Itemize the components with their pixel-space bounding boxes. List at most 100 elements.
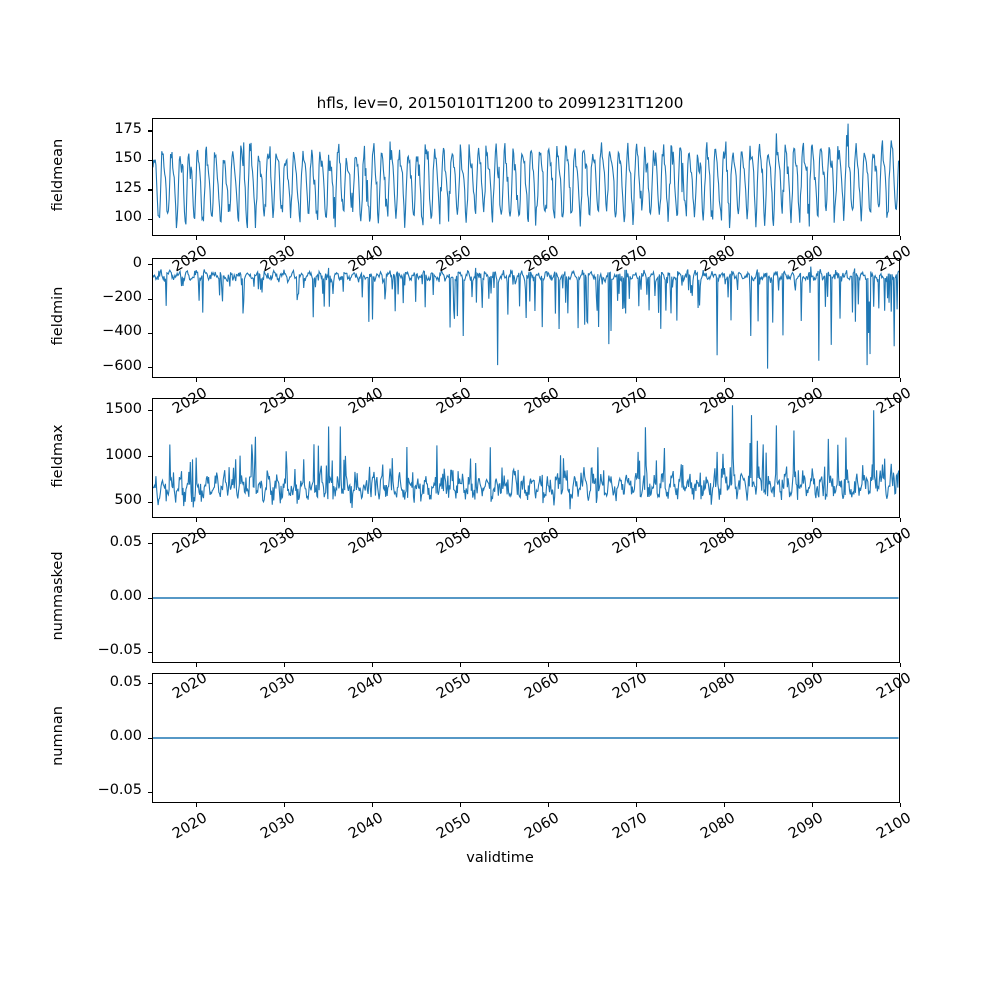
x-tick-mark [811,803,813,808]
panel-nummasked [147,533,901,668]
y-tick-mark [147,264,152,266]
series-line-fieldmean [153,119,899,235]
x-tick-mark [283,378,285,383]
y-tick-mark [147,597,152,599]
y-tick-mark [147,683,152,685]
x-tick-mark [811,663,813,668]
series-line-fieldmax [153,399,899,517]
y-tick-label: 1000 [105,446,142,463]
y-tick-mark [147,367,152,369]
y-tick-label: −200 [102,289,142,306]
y-tick-mark [147,737,152,739]
x-tick-mark [283,236,285,241]
y-tick-label: 0.00 [109,588,142,604]
y-tick-mark [147,298,152,300]
y-tick-mark [147,130,152,132]
x-axis-label: validtime [466,850,534,866]
y-tick-label: 125 [114,179,142,196]
y-tick-label: 150 [114,150,142,167]
y-tick-label: 0.05 [109,533,142,550]
x-tick-mark [459,236,461,241]
x-tick-mark [459,663,461,668]
x-tick-mark [723,663,725,668]
axes-frame-fieldmean [152,118,900,236]
y-tick-mark [147,791,152,793]
x-tick-mark [899,518,901,523]
y-axis-label-fieldmean: fieldmean [50,138,66,212]
x-tick-mark [811,236,813,241]
axes-frame-nummasked [152,533,900,663]
figure-title: hfls, lev=0, 20150101T1200 to 20991231T1… [316,94,684,112]
x-tick-mark [195,236,197,241]
x-tick-mark [371,803,373,808]
x-tick-mark [371,236,373,241]
x-tick-mark [195,378,197,383]
x-tick-mark [811,378,813,383]
x-tick-mark [899,378,901,383]
y-tick-label: 1500 [105,400,142,417]
y-tick-label: −600 [102,357,142,374]
x-tick-mark [635,803,637,808]
series-line-numnan [153,674,899,802]
x-tick-mark [547,236,549,241]
x-tick-mark [459,378,461,383]
x-tick-mark [635,663,637,668]
y-tick-mark [147,332,152,334]
x-tick-mark [371,663,373,668]
y-tick-mark [147,159,152,162]
series-line-nummasked [153,534,899,662]
x-tick-mark [723,236,725,241]
y-tick-mark [147,543,152,545]
x-tick-mark [459,803,461,808]
x-tick-mark [723,803,725,808]
x-tick-mark [635,236,637,241]
axes-frame-numnan [152,673,900,803]
y-tick-mark [147,218,152,221]
y-tick-label: 0.05 [109,673,142,690]
x-tick-mark [547,663,549,668]
x-tick-mark [547,378,549,383]
x-tick-mark [899,803,901,808]
y-tick-label: −0.05 [97,782,142,799]
x-tick-mark [899,663,901,668]
x-tick-mark [195,518,197,523]
x-tick-mark [723,378,725,383]
y-tick-mark [147,189,152,191]
x-tick-mark [283,518,285,523]
x-tick-mark [283,803,285,808]
x-tick-mark [547,518,549,523]
x-tick-mark [899,236,901,241]
x-tick-mark [459,518,461,523]
y-tick-label: 100 [114,209,142,226]
y-axis-label-numnan: numnan [50,706,66,766]
y-axis-label-nummasked: nummasked [50,551,66,641]
y-tick-mark [147,410,152,412]
x-tick-mark [195,663,197,668]
y-tick-label: −400 [102,323,142,340]
x-tick-mark [635,518,637,523]
y-axis-label-fieldmax: fieldmax [50,424,66,488]
y-tick-mark [147,456,152,458]
series-line-fieldmin [153,259,899,377]
x-tick-mark [547,803,549,808]
x-tick-mark [195,803,197,808]
x-tick-mark [811,518,813,523]
y-tick-label: 0.00 [109,728,142,744]
x-tick-mark [635,378,637,383]
panel-fieldmax [147,398,901,523]
panel-numnan [147,673,901,808]
x-tick-mark [723,518,725,523]
axes-frame-fieldmax [152,398,900,518]
y-tick-mark [147,501,152,503]
x-tick-mark [283,663,285,668]
y-tick-label: 500 [114,492,142,509]
y-tick-mark [147,651,152,653]
y-axis-label-fieldmin: fieldmin [50,286,66,346]
axes-frame-fieldmin [152,258,900,378]
x-tick-mark [371,518,373,523]
panel-fieldmean [147,118,901,241]
y-tick-label: 0 [132,254,142,271]
y-tick-label: −0.05 [97,642,142,659]
panel-fieldmin [147,258,901,383]
